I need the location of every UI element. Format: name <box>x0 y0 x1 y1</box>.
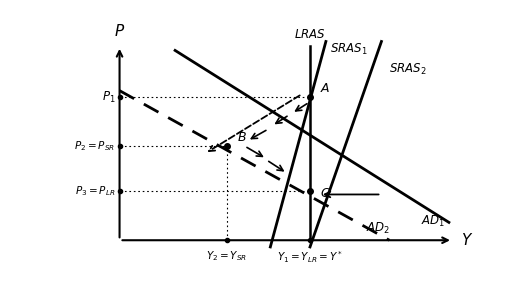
Text: $AD_1$: $AD_1$ <box>421 213 445 229</box>
Text: $P_1$: $P_1$ <box>102 90 116 105</box>
Text: $Y_1 = Y_{LR} = Y^*$: $Y_1 = Y_{LR} = Y^*$ <box>277 249 343 265</box>
Text: $P_3 = P_{LR}$: $P_3 = P_{LR}$ <box>75 184 116 198</box>
Text: $C$: $C$ <box>320 187 331 200</box>
Text: $SRAS_1$: $SRAS_1$ <box>330 41 368 57</box>
Text: $P_2 = P_{SR}$: $P_2 = P_{SR}$ <box>74 139 116 153</box>
Text: $SRAS_2$: $SRAS_2$ <box>389 61 427 77</box>
Text: $LRAS$: $LRAS$ <box>294 28 326 41</box>
Text: $P$: $P$ <box>114 23 125 39</box>
Text: $Y$: $Y$ <box>461 232 473 248</box>
Text: $Y_2 = Y_{SR}$: $Y_2 = Y_{SR}$ <box>206 249 247 263</box>
Text: $AD_2$: $AD_2$ <box>366 221 390 236</box>
Text: $B$: $B$ <box>237 131 246 144</box>
Text: $A$: $A$ <box>320 82 330 95</box>
